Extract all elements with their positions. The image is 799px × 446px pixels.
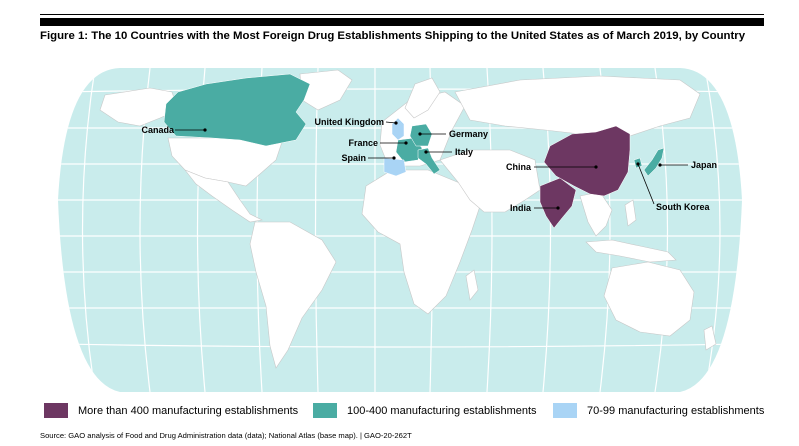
philippines [624,199,637,227]
alaska [99,87,179,127]
label-south-korea: South Korea [656,202,710,212]
country-india [539,177,577,229]
legend-label-low: 70-99 manufacturing establishments [587,404,765,417]
legend-item-high: More than 400 manufacturing establishmen… [44,403,298,418]
marker-japan [658,163,662,167]
label-germany: Germany [449,129,488,139]
top-rule-thick [40,18,764,26]
country-japan [643,147,665,177]
country-italy [417,147,441,175]
legend-label-high: More than 400 manufacturing establishmen… [78,404,299,417]
legend-swatch-low [553,403,577,418]
legend-item-mid: 100-400 manufacturing establishments [313,403,537,418]
marker-germany [418,132,422,136]
country-spain [383,157,407,177]
label-canada: Canada [141,125,175,135]
marker-italy [424,150,428,154]
source-note: Source: GAO analysis of Food and Drug Ad… [40,431,412,440]
label-united-kingdom: United Kingdom [315,117,385,127]
country-china [543,125,631,197]
label-spain: Spain [341,153,366,163]
new-zealand [703,325,717,351]
leader-united-kingdom [385,121,397,124]
figure-title: Figure 1: The 10 Countries with the Most… [40,30,746,42]
legend-swatch-mid [313,403,337,418]
madagascar [465,269,479,301]
labels: Canada United Kingdom France Spain Germa… [141,117,717,213]
leader-south-korea [637,163,655,205]
scandinavia [404,77,441,119]
marker-south-korea [636,162,640,166]
top-rule-thin [40,14,764,15]
legend-swatch-high [44,403,68,418]
indonesia [585,239,677,263]
australia [603,261,695,337]
marker-france [404,141,408,145]
mexico-central-america [184,169,263,223]
south-america [249,221,337,369]
marker-united-kingdom [394,121,398,125]
label-china: China [506,162,532,172]
label-india: India [510,203,532,213]
country-canada [163,73,311,147]
landmasses [99,69,717,369]
world-map: Canada United Kingdom France Spain Germa… [58,68,742,392]
marker-india [556,206,560,210]
label-japan: Japan [691,160,717,170]
legend-label-mid: 100-400 manufacturing establishments [347,404,537,417]
label-italy: Italy [455,147,473,157]
marker-spain [392,156,396,160]
africa [361,169,481,315]
russia [454,75,701,137]
marker-canada [203,128,207,132]
label-france: France [348,138,378,148]
legend-item-low: 70-99 manufacturing establishments [553,403,764,418]
middle-east-central-asia [439,149,541,213]
marker-china [594,165,598,169]
